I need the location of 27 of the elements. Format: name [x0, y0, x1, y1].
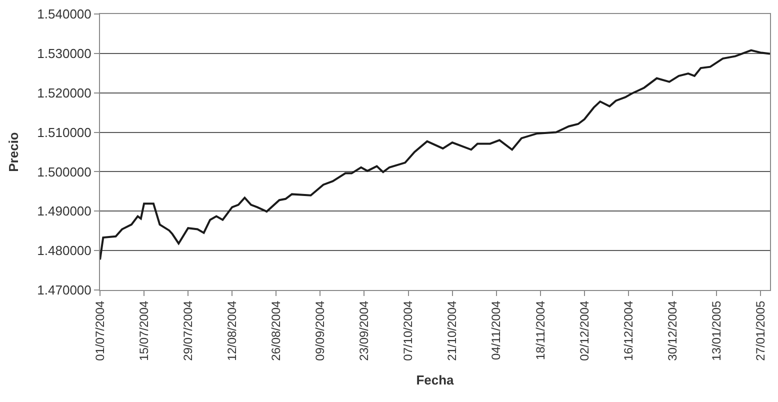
y-tick-label: 1.480000	[37, 243, 92, 258]
line-series	[100, 49, 770, 261]
x-tick-label: 02/12/2004	[577, 300, 592, 361]
x-axis-title: Fecha	[416, 372, 455, 388]
x-tick-label: 26/08/2004	[269, 300, 284, 361]
y-tick-label: 1.490000	[37, 204, 92, 219]
x-tick-label: 23/09/2004	[357, 300, 372, 361]
y-tick-label: 1.510000	[37, 124, 92, 140]
x-tick-label: 15/07/2004	[136, 300, 151, 361]
x-tick-label: 09/09/2004	[313, 300, 328, 361]
y-tick-label: 1.500000	[37, 164, 92, 180]
x-tick-label: 16/12/2004	[621, 300, 636, 361]
x-tick-label: 18/11/2004	[533, 300, 548, 360]
y-tick-label: 1.530000	[37, 46, 92, 61]
y-tick-label: 1.520000	[37, 85, 92, 100]
y-tick-label: 1.470000	[37, 282, 92, 298]
y-axis-title: Precio	[6, 132, 22, 172]
x-tick-label: 27/01/2005	[753, 300, 768, 361]
x-tick-label: 01/07/2004	[92, 300, 107, 361]
x-tick-label: 07/10/2004	[401, 300, 416, 361]
x-tick-label: 04/11/2004	[489, 300, 504, 360]
x-tick-label: 21/10/2004	[445, 300, 460, 361]
x-tick-label: 12/08/2004	[225, 300, 240, 361]
x-tick-label: 29/07/2004	[180, 300, 195, 361]
y-tick-label: 1.540000	[37, 6, 92, 22]
x-tick-label: 13/01/2005	[709, 300, 724, 361]
x-tick-label: 30/12/2004	[665, 300, 680, 361]
